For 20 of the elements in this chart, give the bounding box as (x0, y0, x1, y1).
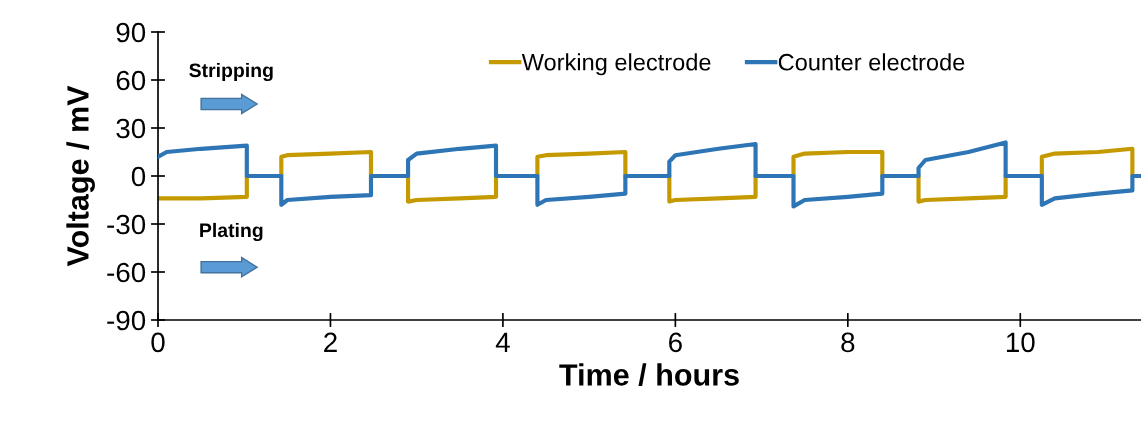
y-axis-title: Voltage / mV (66, 85, 95, 267)
y-tick-label: -30 (107, 214, 146, 235)
annotation: Plating (200, 222, 263, 242)
y-tick-label: 30 (116, 118, 146, 139)
annotation: Stripping (189, 62, 273, 82)
y-tick-label: 90 (116, 22, 146, 43)
x-tick-label: 0 (151, 332, 165, 353)
y-tick-label: -60 (107, 262, 146, 283)
x-tick-label: 6 (669, 332, 682, 353)
y-tick-label: -90 (107, 310, 146, 331)
legend-label: Working electrode (521, 53, 711, 76)
x-tick-label: 2 (324, 332, 337, 352)
legend-label: Counter electrode (778, 53, 965, 71)
y-tick-label: 60 (116, 70, 146, 91)
y-tick-label: 0 (131, 166, 146, 187)
x-tick-label: 8 (841, 332, 855, 353)
x-axis-title: Time / hours (559, 363, 739, 387)
x-tick-label: 4 (495, 332, 510, 352)
line-series (158, 140, 1141, 209)
x-tick-label: 10 (1006, 332, 1035, 353)
